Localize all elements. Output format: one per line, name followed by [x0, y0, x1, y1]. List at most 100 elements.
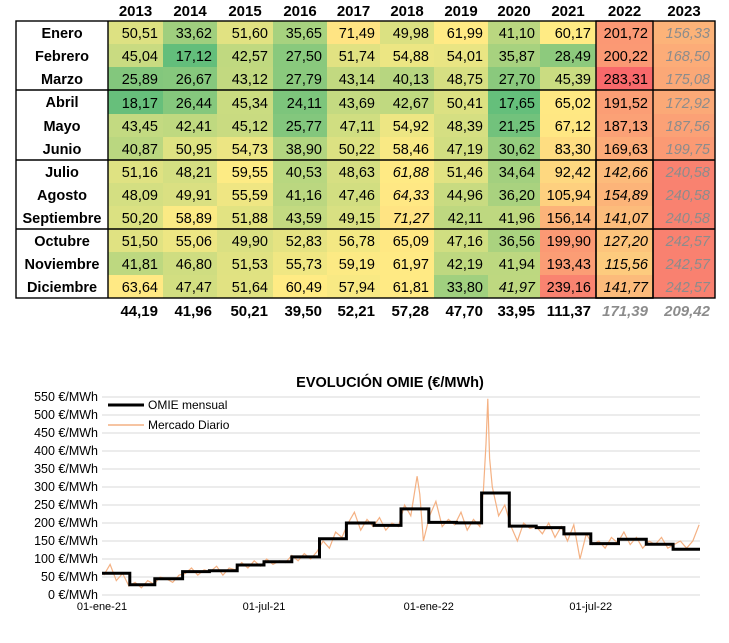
annual-average: 57,28 [391, 303, 429, 320]
heat-cell-value: 49,90 [232, 234, 268, 250]
month-label: Abril [45, 95, 78, 111]
month-label: Agosto [37, 188, 87, 204]
heat-cell-value: 25,89 [122, 72, 158, 88]
heat-cell [596, 137, 653, 160]
heat-cell-value: 242,57 [665, 257, 711, 273]
heat-cell [540, 21, 596, 44]
heat-cell-value: 172,92 [666, 96, 710, 112]
annual-average-row: 44,19 41,96 50,21 39,50 52,21 57,28 47,70 33,95… [120, 303, 710, 320]
heat-cell-value: 41,96 [499, 211, 535, 227]
heat-cell [596, 114, 653, 137]
y-tick-label: 450 €/MWh [34, 426, 98, 440]
heat-cell [488, 21, 540, 44]
year-header: 2013 [119, 3, 152, 20]
heat-cell [653, 229, 715, 252]
heat-cell-value: 156,33 [666, 26, 710, 42]
heat-cell-value: 199,75 [666, 142, 711, 158]
heat-cell [217, 275, 273, 298]
heat-cell [380, 160, 434, 183]
heat-cell-value: 26,44 [176, 96, 212, 112]
legend-label-omie: OMIE mensual [148, 398, 227, 412]
heat-cell-value: 43,69 [339, 96, 375, 112]
heat-cell [380, 229, 434, 252]
heat-cell [380, 252, 434, 275]
heat-cell-value: 38,90 [286, 142, 322, 158]
heat-cell [653, 206, 715, 229]
heat-cell [163, 275, 217, 298]
heat-cell-value: 49,91 [176, 188, 212, 204]
heat-cell [163, 114, 217, 137]
heat-cell-value: 28,49 [555, 49, 591, 65]
heat-cell-value: 156,14 [547, 211, 591, 227]
heat-cell [488, 275, 540, 298]
heat-cell [108, 275, 163, 298]
heat-cell-value: 41,16 [286, 188, 322, 204]
year-header: 2022 [608, 3, 641, 20]
heat-cell-value: 34,64 [499, 165, 535, 181]
heat-cell-value: 58,89 [176, 211, 212, 227]
heat-cell [217, 67, 273, 90]
heat-cell-value: 42,67 [393, 96, 429, 112]
heat-cell [653, 21, 715, 44]
heat-cell-value: 44,96 [447, 188, 483, 204]
heat-cell-value: 48,09 [122, 188, 158, 204]
heat-cell [327, 229, 380, 252]
heat-cell-value: 54,01 [447, 49, 483, 65]
month-label: Noviembre [25, 257, 100, 273]
heat-cell [380, 275, 434, 298]
heat-cell [327, 90, 380, 114]
heat-cell-value: 41,10 [499, 26, 535, 42]
y-tick-label: 550 €/MWh [34, 390, 98, 404]
month-labels: Enero Febrero Marzo Abril Mayo Junio Julio Agos… [23, 26, 102, 296]
heat-cell-value: 51,74 [339, 49, 375, 65]
x-tick-label: 01-ene-21 [77, 601, 127, 613]
heat-cell [273, 90, 327, 114]
omie-evolution-chart: EVOLUCIÓN OMIE (€/MWh) 0 €/MWh 50 €/MWh 10… [34, 373, 700, 613]
heat-cell-value: 42,57 [232, 49, 268, 65]
annual-average: 39,50 [284, 303, 322, 320]
heat-cell [596, 90, 653, 114]
y-tick-label: 200 €/MWh [34, 516, 98, 530]
heat-cell-value: 47,19 [447, 142, 483, 158]
heat-cell-value: 50,95 [176, 142, 212, 158]
heat-cell [380, 206, 434, 229]
heat-cell [540, 183, 596, 206]
legend-label-diario: Mercado Diario [148, 418, 230, 432]
heat-cell [273, 252, 327, 275]
heat-cell-value: 47,16 [447, 234, 483, 250]
heat-cell [540, 44, 596, 67]
x-tick-label: 01-jul-22 [569, 601, 612, 613]
series-omie-mensual [102, 491, 700, 587]
annual-average: 209,42 [663, 303, 711, 320]
heat-cell-value: 51,50 [122, 234, 158, 250]
heat-cell [434, 21, 488, 44]
heat-cell-value: 168,50 [666, 49, 710, 65]
heat-cell-value: 51,88 [232, 211, 268, 227]
heat-cell [327, 183, 380, 206]
heat-cell-value: 115,56 [605, 257, 649, 273]
heat-cell [327, 21, 380, 44]
heat-cell [163, 206, 217, 229]
heat-cell [163, 183, 217, 206]
heat-cell-value: 60,17 [555, 26, 591, 42]
heat-cell [273, 67, 327, 90]
heat-cell [596, 252, 653, 275]
heat-cell [163, 21, 217, 44]
heat-cell-value: 65,09 [393, 234, 429, 250]
heat-cell-value: 40,13 [393, 72, 429, 88]
heat-cell [163, 229, 217, 252]
heat-cell [163, 137, 217, 160]
heat-cell-value: 47,47 [176, 280, 212, 296]
heat-cell-value: 57,94 [339, 280, 375, 296]
heat-cell [488, 160, 540, 183]
heat-cell [380, 183, 434, 206]
heat-cell-value: 33,80 [447, 280, 483, 296]
heat-cell-value: 242,57 [665, 234, 711, 250]
heat-cell-value: 187,56 [666, 119, 711, 135]
heat-cell-value: 105,94 [547, 188, 591, 204]
heat-cell [273, 114, 327, 137]
heat-cell [273, 229, 327, 252]
heat-cell [108, 90, 163, 114]
heat-cell-value: 49,98 [393, 26, 429, 42]
heat-cell [108, 114, 163, 137]
